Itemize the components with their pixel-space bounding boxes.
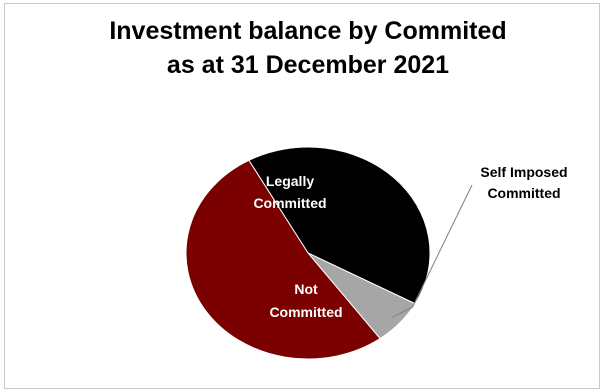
chart-title: Investment balance by Commited as at 31 … [0,14,608,82]
pie-slices [185,146,431,360]
pie-labels: Legally Committed Self Imposed Committed Not… [253,164,567,320]
chart-title-line-1: Investment balance by Commited [109,17,507,45]
pie-label-legally-committed: Legally Committed [253,173,326,211]
pie-slice-not-committed [185,159,381,360]
pie-label-not-committed: Not Committed [269,281,342,320]
pie-label-self-imposed-committed: Self Imposed Committed [480,164,567,201]
chart-title-line-2: as at 31 December 2021 [166,51,450,79]
pie-slice-legally-committed [248,146,431,305]
leader-line [392,184,473,318]
